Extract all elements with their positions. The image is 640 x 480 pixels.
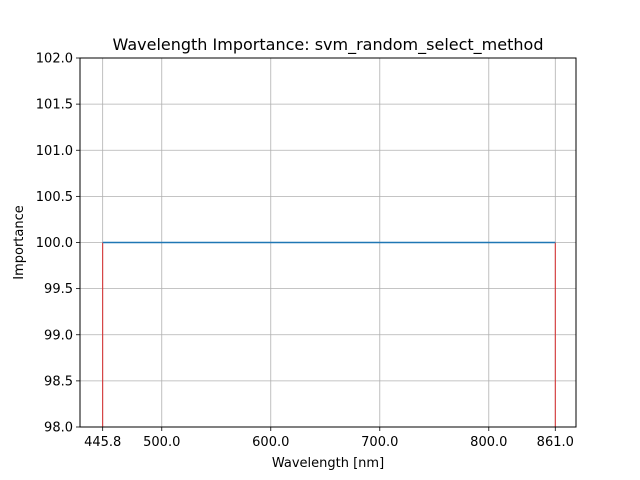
x-tick-label: 445.8 xyxy=(84,435,121,450)
y-tick-label: 98.0 xyxy=(44,421,73,436)
x-tick-label: 700.0 xyxy=(361,435,398,450)
y-tick-label: 100.0 xyxy=(36,236,73,251)
y-axis-ticks: 98.0 98.5 99.0 99.5 100.0 100.5 101.0 101.5 102.… xyxy=(36,52,80,436)
chart-title: Wavelength Importance: svm_random_select… xyxy=(113,35,544,55)
x-tick-label: 861.0 xyxy=(537,435,574,450)
y-tick-label: 100.5 xyxy=(36,190,73,205)
x-axis-ticks: 445.8 500.0 600.0 700.0 800.0 861.0 xyxy=(84,427,574,450)
red-marker-lines xyxy=(102,242,556,427)
y-tick-label: 102.0 xyxy=(36,52,73,67)
y-tick-label: 98.5 xyxy=(44,374,73,389)
x-tick-label: 600.0 xyxy=(252,435,289,450)
y-tick-label: 99.5 xyxy=(44,282,73,297)
y-tick-label: 101.0 xyxy=(36,144,73,159)
y-tick-label: 99.0 xyxy=(44,328,73,343)
x-axis-label: Wavelength [nm] xyxy=(272,456,384,471)
y-axis-label: Importance xyxy=(12,205,27,280)
x-tick-label: 800.0 xyxy=(470,435,507,450)
x-tick-label: 500.0 xyxy=(143,435,180,450)
y-tick-label: 101.5 xyxy=(36,98,73,113)
